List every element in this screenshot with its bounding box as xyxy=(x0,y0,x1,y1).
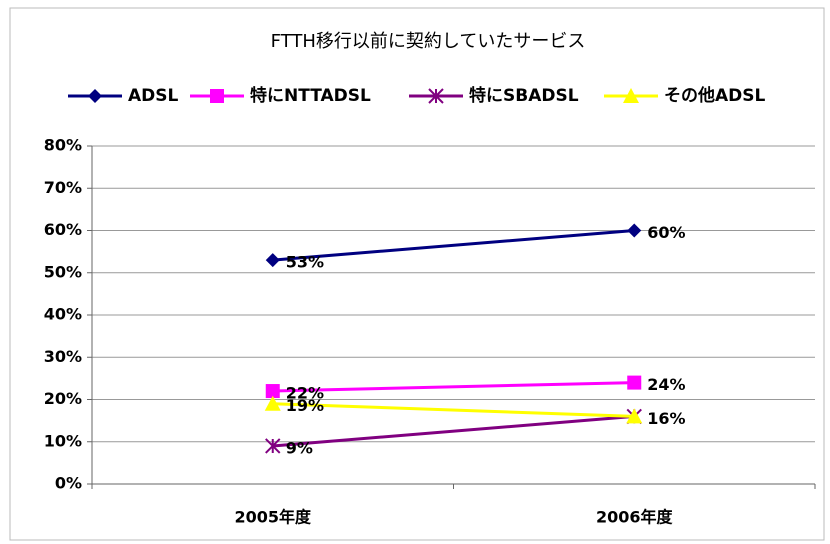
data-label: 9% xyxy=(286,438,313,457)
data-label: 22% xyxy=(286,384,324,403)
data-point xyxy=(265,253,280,268)
chart-title: FTTH移行以前に契約していたサービス xyxy=(271,31,586,52)
x-tick-label: 2005年度 xyxy=(234,508,312,527)
legend-label: 特にNTTADSL xyxy=(250,85,371,106)
y-tick-label: 10% xyxy=(44,431,82,450)
y-tick-label: 20% xyxy=(44,389,82,408)
series-line xyxy=(272,381,635,393)
legend-label: 特にSBADSL xyxy=(469,85,579,106)
y-tick-label: 80% xyxy=(44,136,82,155)
data-point xyxy=(264,395,281,411)
legend-label: ADSL xyxy=(128,86,179,106)
y-tick-label: 60% xyxy=(44,220,82,239)
data-point xyxy=(265,384,280,399)
data-point xyxy=(627,223,642,238)
data-label: 24% xyxy=(647,375,685,394)
legend-marker xyxy=(88,89,102,103)
data-label: 60% xyxy=(647,223,685,242)
y-tick-label: 40% xyxy=(44,305,82,324)
y-tick-label: 70% xyxy=(44,178,82,197)
series-line xyxy=(272,229,635,262)
legend-marker xyxy=(210,89,224,103)
data-point xyxy=(626,408,643,424)
data-point xyxy=(627,375,642,390)
series-line xyxy=(272,414,635,448)
data-label: 19% xyxy=(286,396,324,415)
series-line xyxy=(272,402,635,418)
legend-marker xyxy=(428,88,444,104)
x-tick-label: 2006年度 xyxy=(596,508,674,527)
data-label: 16% xyxy=(647,409,685,428)
legend-marker xyxy=(623,88,639,103)
y-tick-label: 30% xyxy=(44,347,82,366)
data-point xyxy=(265,438,281,454)
y-tick-label: 50% xyxy=(44,262,82,281)
legend-label: その他ADSL xyxy=(664,85,766,106)
y-tick-label: 0% xyxy=(55,474,82,493)
data-label: 53% xyxy=(286,253,324,272)
